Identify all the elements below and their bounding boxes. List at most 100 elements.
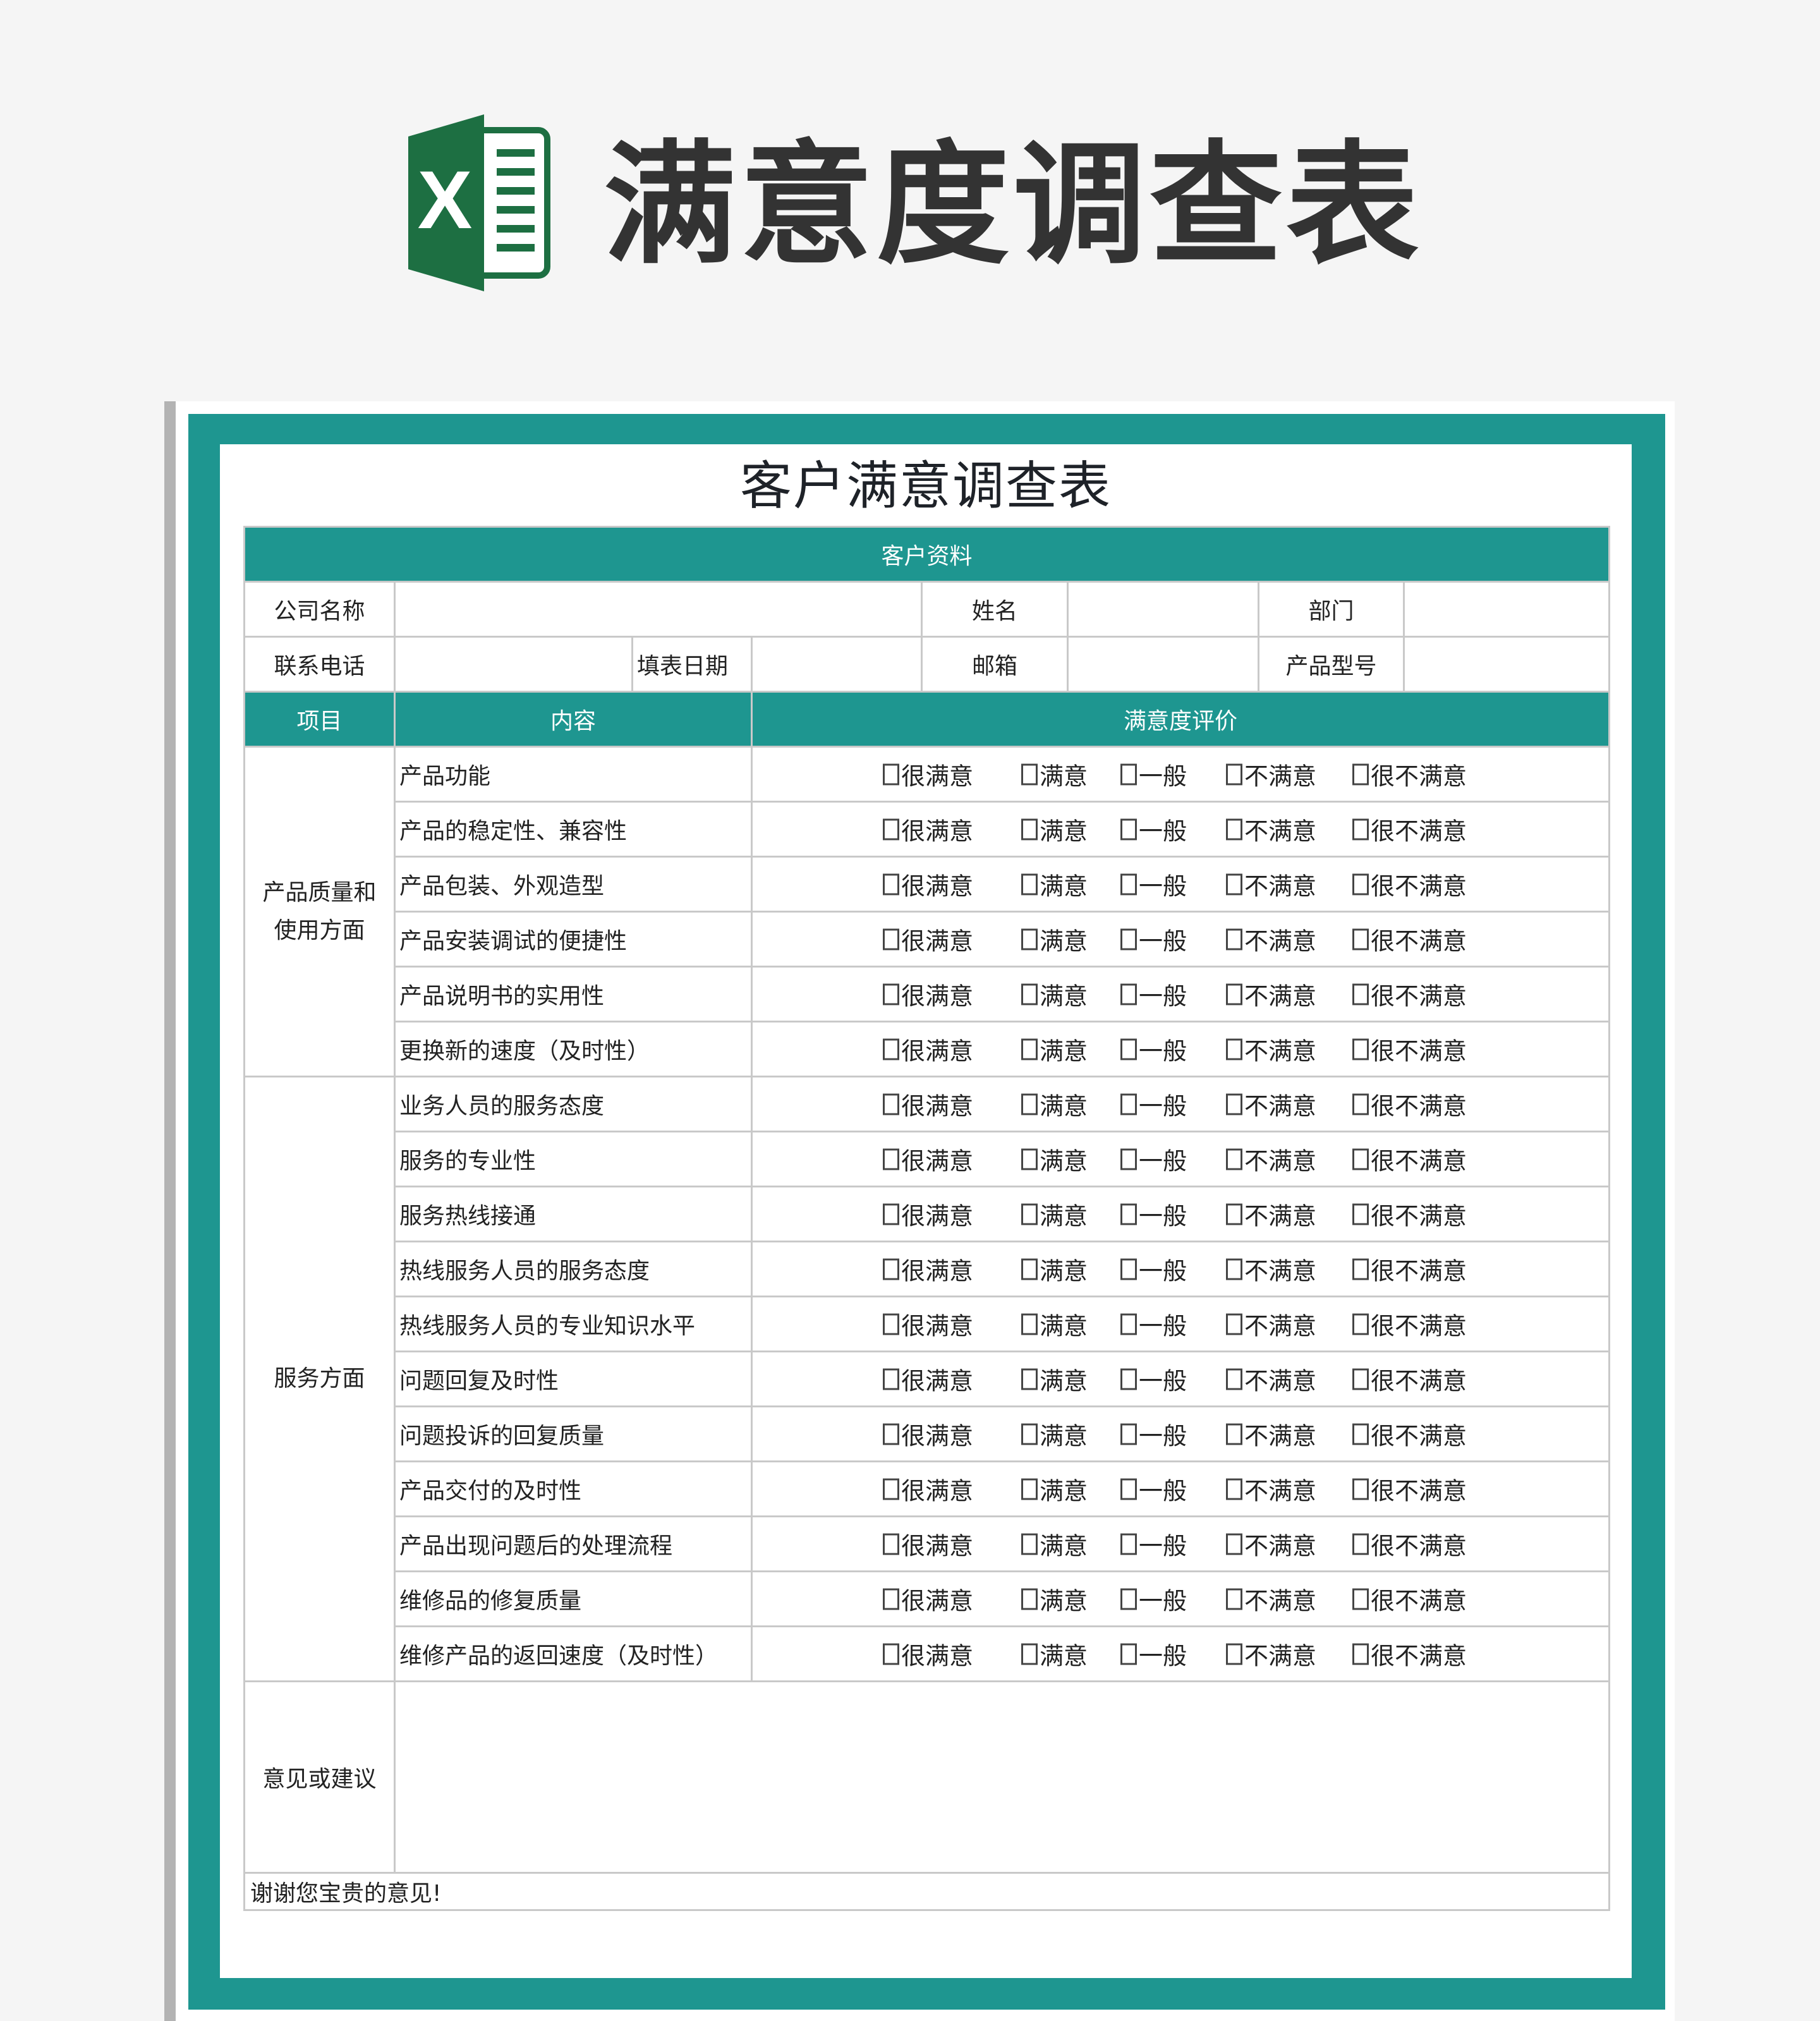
checkbox-icon[interactable] bbox=[1120, 928, 1137, 950]
rating-option[interactable]: 很满意 bbox=[883, 1197, 973, 1232]
checkbox-icon[interactable] bbox=[883, 1588, 899, 1610]
checkbox-icon[interactable] bbox=[1120, 983, 1137, 1005]
checkbox-icon[interactable] bbox=[1352, 1093, 1369, 1115]
checkbox-icon[interactable] bbox=[1021, 1313, 1038, 1335]
rating-option[interactable]: 很不满意 bbox=[1352, 1307, 1467, 1342]
checkbox-icon[interactable] bbox=[1226, 1258, 1242, 1280]
rating-option[interactable]: 一般 bbox=[1120, 1417, 1187, 1452]
checkbox-icon[interactable] bbox=[1120, 818, 1137, 840]
checkbox-icon[interactable] bbox=[1120, 1588, 1137, 1610]
rating-option[interactable]: 很满意 bbox=[883, 1252, 973, 1287]
checkbox-icon[interactable] bbox=[883, 1533, 899, 1555]
rating-option[interactable]: 满意 bbox=[1021, 1307, 1088, 1342]
email-input[interactable] bbox=[1067, 636, 1259, 693]
rating-option[interactable]: 很不满意 bbox=[1352, 757, 1467, 792]
checkbox-icon[interactable] bbox=[1021, 1588, 1038, 1610]
rating-option[interactable]: 不满意 bbox=[1226, 757, 1316, 792]
checkbox-icon[interactable] bbox=[1352, 1478, 1369, 1500]
phone-input[interactable] bbox=[394, 636, 633, 693]
rating-option[interactable]: 很满意 bbox=[883, 977, 973, 1012]
rating-option[interactable]: 很不满意 bbox=[1352, 1472, 1467, 1507]
rating-option[interactable]: 很满意 bbox=[883, 867, 973, 902]
rating-option[interactable]: 不满意 bbox=[1226, 1197, 1316, 1232]
rating-option[interactable]: 不满意 bbox=[1226, 977, 1316, 1012]
rating-option[interactable]: 很满意 bbox=[883, 757, 973, 792]
rating-option[interactable]: 一般 bbox=[1120, 1032, 1187, 1067]
rating-option[interactable]: 一般 bbox=[1120, 922, 1187, 957]
rating-option[interactable]: 很不满意 bbox=[1352, 867, 1467, 902]
rating-option[interactable]: 很不满意 bbox=[1352, 1197, 1467, 1232]
company-input[interactable] bbox=[394, 581, 923, 638]
checkbox-icon[interactable] bbox=[1226, 1533, 1242, 1555]
rating-option[interactable]: 不满意 bbox=[1226, 1087, 1316, 1122]
rating-option[interactable]: 不满意 bbox=[1226, 922, 1316, 957]
checkbox-icon[interactable] bbox=[1226, 1093, 1242, 1115]
checkbox-icon[interactable] bbox=[1120, 1313, 1137, 1335]
rating-option[interactable]: 很满意 bbox=[883, 1032, 973, 1067]
checkbox-icon[interactable] bbox=[1120, 1258, 1137, 1280]
rating-option[interactable]: 满意 bbox=[1021, 1362, 1088, 1397]
checkbox-icon[interactable] bbox=[1120, 1478, 1137, 1500]
rating-option[interactable]: 满意 bbox=[1021, 867, 1088, 902]
checkbox-icon[interactable] bbox=[1021, 763, 1038, 785]
checkbox-icon[interactable] bbox=[1226, 1203, 1242, 1225]
rating-option[interactable]: 不满意 bbox=[1226, 812, 1316, 847]
checkbox-icon[interactable] bbox=[1352, 1588, 1369, 1610]
checkbox-icon[interactable] bbox=[883, 1643, 899, 1665]
checkbox-icon[interactable] bbox=[1120, 1148, 1137, 1170]
rating-option[interactable]: 满意 bbox=[1021, 1582, 1088, 1617]
rating-option[interactable]: 很不满意 bbox=[1352, 922, 1467, 957]
checkbox-icon[interactable] bbox=[1021, 928, 1038, 950]
rating-option[interactable]: 满意 bbox=[1021, 1087, 1088, 1122]
checkbox-icon[interactable] bbox=[883, 1258, 899, 1280]
checkbox-icon[interactable] bbox=[883, 1368, 899, 1390]
checkbox-icon[interactable] bbox=[1120, 1533, 1137, 1555]
rating-option[interactable]: 很满意 bbox=[883, 1472, 973, 1507]
rating-option[interactable]: 一般 bbox=[1120, 1087, 1187, 1122]
rating-option[interactable]: 一般 bbox=[1120, 757, 1187, 792]
checkbox-icon[interactable] bbox=[883, 983, 899, 1005]
checkbox-icon[interactable] bbox=[1021, 1148, 1038, 1170]
rating-option[interactable]: 很不满意 bbox=[1352, 812, 1467, 847]
rating-option[interactable]: 满意 bbox=[1021, 922, 1088, 957]
rating-option[interactable]: 一般 bbox=[1120, 812, 1187, 847]
rating-option[interactable]: 很不满意 bbox=[1352, 1252, 1467, 1287]
checkbox-icon[interactable] bbox=[1021, 1093, 1038, 1115]
checkbox-icon[interactable] bbox=[1352, 1203, 1369, 1225]
checkbox-icon[interactable] bbox=[1021, 983, 1038, 1005]
rating-option[interactable]: 满意 bbox=[1021, 1417, 1088, 1452]
rating-option[interactable]: 一般 bbox=[1120, 1197, 1187, 1232]
rating-option[interactable]: 很满意 bbox=[883, 1362, 973, 1397]
department-input[interactable] bbox=[1402, 581, 1611, 638]
rating-option[interactable]: 很满意 bbox=[883, 1087, 973, 1122]
rating-option[interactable]: 很不满意 bbox=[1352, 1637, 1467, 1672]
rating-option[interactable]: 很满意 bbox=[883, 1582, 973, 1617]
checkbox-icon[interactable] bbox=[883, 1148, 899, 1170]
checkbox-icon[interactable] bbox=[1021, 1368, 1038, 1390]
checkbox-icon[interactable] bbox=[883, 928, 899, 950]
checkbox-icon[interactable] bbox=[1021, 1478, 1038, 1500]
rating-option[interactable]: 满意 bbox=[1021, 977, 1088, 1012]
rating-option[interactable]: 不满意 bbox=[1226, 1527, 1316, 1562]
checkbox-icon[interactable] bbox=[1226, 1478, 1242, 1500]
checkbox-icon[interactable] bbox=[1352, 1368, 1369, 1390]
checkbox-icon[interactable] bbox=[1021, 1423, 1038, 1445]
checkbox-icon[interactable] bbox=[1352, 818, 1369, 840]
checkbox-icon[interactable] bbox=[1226, 928, 1242, 950]
checkbox-icon[interactable] bbox=[1352, 873, 1369, 895]
checkbox-icon[interactable] bbox=[883, 1478, 899, 1500]
rating-option[interactable]: 满意 bbox=[1021, 1252, 1088, 1287]
rating-option[interactable]: 一般 bbox=[1120, 1472, 1187, 1507]
rating-option[interactable]: 一般 bbox=[1120, 977, 1187, 1012]
rating-option[interactable]: 很不满意 bbox=[1352, 1362, 1467, 1397]
rating-option[interactable]: 很满意 bbox=[883, 1637, 973, 1672]
rating-option[interactable]: 很不满意 bbox=[1352, 977, 1467, 1012]
checkbox-icon[interactable] bbox=[883, 818, 899, 840]
checkbox-icon[interactable] bbox=[1120, 1368, 1137, 1390]
suggestion-input[interactable] bbox=[393, 1680, 1611, 1874]
checkbox-icon[interactable] bbox=[1352, 1313, 1369, 1335]
checkbox-icon[interactable] bbox=[1352, 1533, 1369, 1555]
checkbox-icon[interactable] bbox=[1352, 1423, 1369, 1445]
rating-option[interactable]: 满意 bbox=[1021, 812, 1088, 847]
rating-option[interactable]: 一般 bbox=[1120, 1527, 1187, 1562]
